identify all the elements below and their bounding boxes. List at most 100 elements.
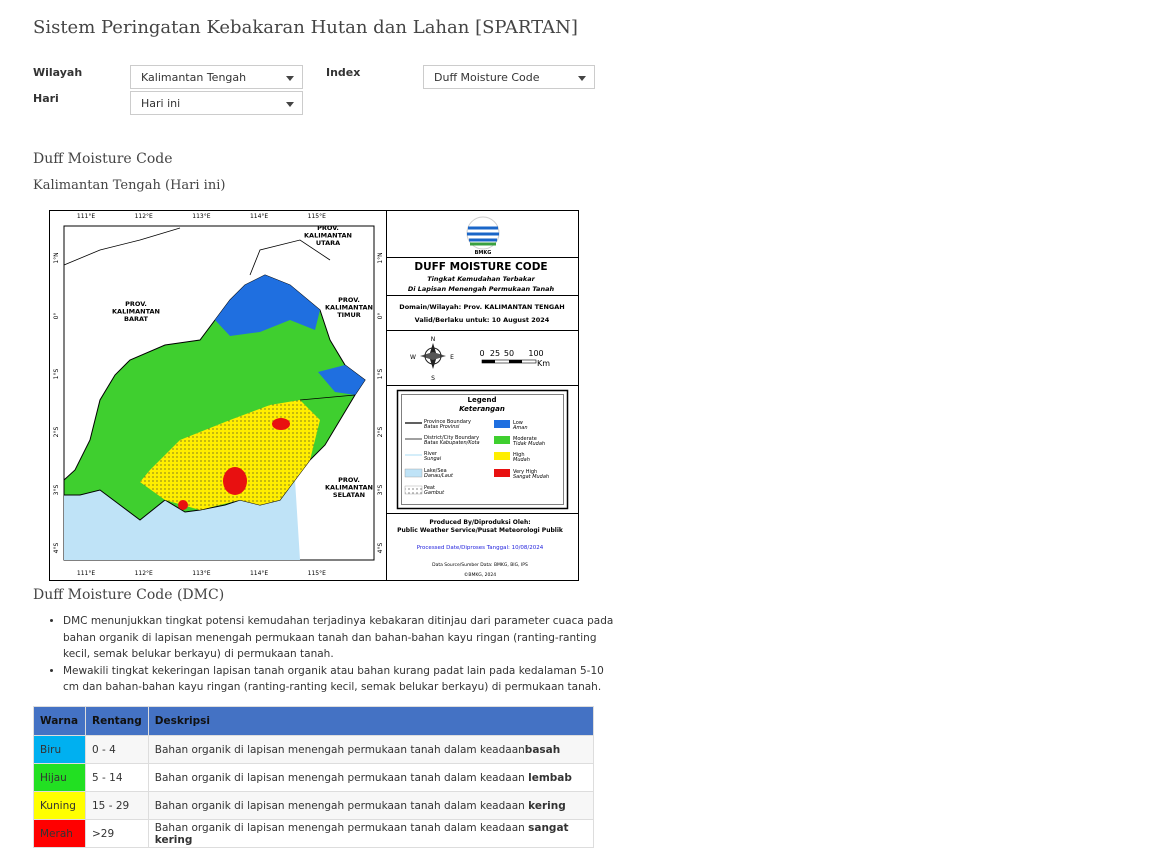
legend-text: District/City Boundary	[424, 435, 479, 441]
low-area	[318, 365, 365, 395]
compass-label: W	[410, 354, 416, 361]
lat-tick: 1°N	[53, 252, 60, 263]
cell: Bahan organik di lapisan menengah permuk…	[147, 791, 595, 820]
lat-tick: 4°S	[377, 543, 384, 554]
panel-subtitle: Tingkat Kemudahan Terbakar	[427, 275, 535, 283]
lat-tick: 2°S	[377, 427, 384, 438]
legend-text: Peat	[424, 485, 435, 491]
lat-tick: 0°	[377, 313, 384, 320]
legend-subtitle: Keterangan	[459, 405, 505, 413]
lon-tick: 111°E	[77, 213, 95, 220]
legend-swatch	[494, 452, 510, 460]
province-label: TIMUR	[337, 311, 361, 319]
legend-title: Legend	[468, 396, 497, 404]
data-source: Data Source/Sumber Data: BMKG, BIG, IPS	[432, 562, 528, 568]
description-title: Duff Moisture Code (DMC)	[33, 587, 225, 603]
lat-tick: 0°	[53, 313, 60, 320]
logo	[466, 216, 500, 250]
cell: Bahan organik di lapisan menengah permuk…	[147, 819, 595, 848]
lon-tick: 114°E	[250, 213, 268, 220]
province-label: PROV.	[338, 476, 360, 484]
scale-bar	[481, 359, 537, 364]
lat-tick: 3°S	[53, 485, 60, 496]
caret	[286, 102, 294, 107]
compass	[420, 343, 446, 369]
boundary	[63, 227, 356, 401]
column-header: Rentang	[85, 706, 149, 736]
scale-unit: Km	[537, 359, 550, 368]
province-label: KALIMANTAN	[325, 484, 373, 492]
cell: Hijau	[33, 763, 86, 792]
province-label: BARAT	[124, 315, 149, 323]
bullet-list: DMC menunjukkan tingkat potensi kemudaha…	[33, 613, 623, 696]
province-label: PROV.	[338, 296, 360, 304]
legend-text: Very High	[513, 469, 537, 475]
scale-label: 0	[479, 349, 484, 358]
lon-tick: 113°E	[192, 213, 210, 220]
legend-box	[396, 389, 569, 510]
cell: Merah	[33, 819, 86, 848]
cell: 15 - 29	[85, 791, 149, 820]
table-row: Biru 0 - 4 Bahan organik di lapisan meneng…	[33, 735, 595, 764]
lon-tick: 112°E	[135, 213, 153, 220]
table-row: Kuning 15 - 29 Bahan organik di lapisan me…	[33, 791, 595, 820]
panel-dividers	[386, 257, 579, 514]
field-label: Hari	[33, 92, 59, 105]
lat-tick: 1°N	[377, 252, 384, 263]
legend-text: Low	[513, 420, 523, 426]
caret	[286, 76, 294, 81]
logo-text: BMKG	[475, 250, 492, 256]
legend-text: Sangat Mudah	[513, 474, 549, 480]
lon-tick: 115°E	[308, 570, 326, 577]
cell-text: Bahan organik di lapisan menengah permuk…	[154, 799, 529, 812]
select[interactable]: Hari ini	[130, 91, 303, 115]
select[interactable]: Kalimantan Tengah	[130, 65, 303, 89]
select-value: Kalimantan Tengah	[141, 71, 247, 84]
legend-text: Batas Provinsi	[424, 424, 460, 430]
legend-text: Sungai	[424, 456, 442, 462]
very-high-area	[223, 467, 247, 495]
lat-tick: 1°S	[377, 369, 384, 380]
cell-text: Bahan organik di lapisan menengah permuk…	[154, 771, 529, 784]
table-row: Hijau 5 - 14 Bahan organik di lapisan mene…	[33, 763, 595, 792]
cell: Bahan organik di lapisan menengah permuk…	[147, 763, 595, 792]
select[interactable]: Duff Moisture Code	[423, 65, 595, 89]
table: Warna Rentang Deskripsi Biru 0 - 4 Bahan orga…	[33, 706, 595, 848]
copyright: ©BMKG, 2024	[464, 571, 496, 578]
legend-text: Batas Kabupaten/Kota	[424, 440, 480, 446]
map-image: PROV.KALIMANTANUTARAPROV.KALIMANTANBARAT…	[49, 210, 579, 581]
legend-swatch	[494, 469, 510, 477]
panel-subtitle: Di Lapisan Menengah Permukaan Tanah	[408, 285, 555, 293]
cell-text: Bahan organik di lapisan menengah permuk…	[154, 743, 525, 756]
legend-text: Gambut	[424, 490, 445, 496]
legend-text: River	[424, 451, 438, 457]
select-value: Duff Moisture Code	[434, 71, 540, 84]
low-area	[215, 275, 320, 336]
field-label: Wilayah	[33, 66, 83, 79]
province-label: PROV.	[317, 224, 339, 232]
lat-tick: 4°S	[53, 543, 60, 554]
province-label: SELATAN	[333, 491, 365, 499]
compass-label: S	[431, 375, 435, 382]
compass-label: E	[450, 354, 454, 361]
panel-domain: Domain/Wilayah: Prov. KALIMANTAN TENGAH	[399, 303, 564, 311]
processed-date: Processed Date/Diproses Tanggal: 10/08/2…	[417, 545, 544, 551]
cell: Bahan organik di lapisan menengah permuk…	[147, 735, 595, 764]
table-row: Merah >29 Bahan organik di lapisan menenga…	[33, 819, 595, 848]
legend-swatch	[404, 485, 423, 495]
cell: 5 - 14	[85, 763, 149, 792]
cell-emphasis: basah	[524, 743, 561, 756]
cell: >29	[85, 819, 149, 848]
lon-tick: 111°E	[77, 570, 95, 577]
panel-valid: Valid/Berlaku untuk: 10 August 2024	[415, 316, 550, 324]
lon-tick: 114°E	[250, 570, 268, 577]
scale-label: 25	[490, 349, 500, 358]
column-header: Deskripsi	[147, 706, 595, 736]
legend-text: Mudah	[513, 457, 530, 463]
produced-agency: Public Weather Service/Pusat Meteorologi…	[397, 527, 564, 534]
province-label: PROV.	[125, 300, 147, 308]
compass-label: N	[431, 336, 436, 343]
cell-emphasis: sangat kering	[154, 821, 569, 846]
section-subtitle: Kalimantan Tengah (Hari ini)	[33, 178, 226, 193]
